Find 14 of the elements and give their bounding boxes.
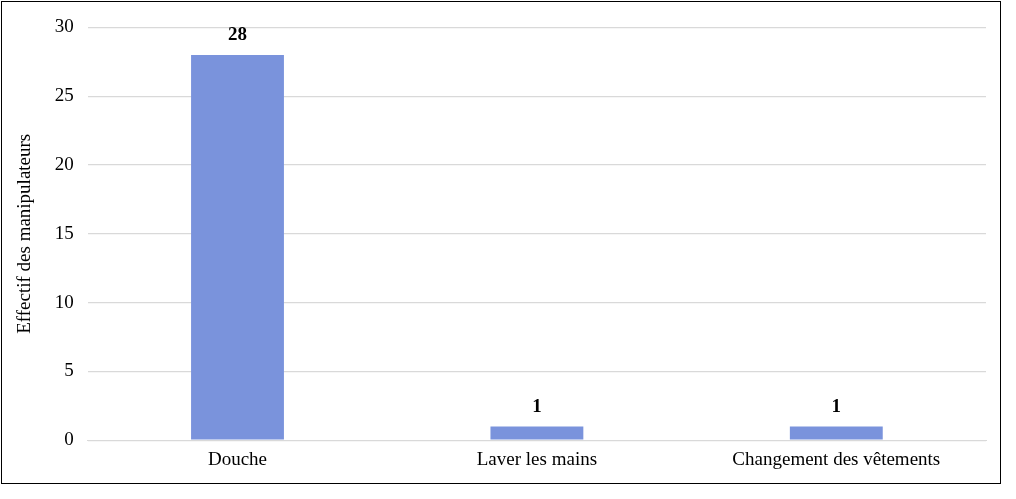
y-axis-title: Effectif des manipulateurs (13, 133, 35, 334)
data-label: 1 (831, 394, 842, 416)
y-tick-label: 20 (54, 152, 74, 174)
y-tick-label: 15 (54, 221, 74, 243)
y-tick-label: 0 (64, 428, 74, 450)
x-tick-label: Changement des vêtements (732, 447, 941, 469)
data-label: 28 (228, 23, 247, 45)
y-tick-label: 5 (64, 359, 74, 381)
data-label: 1 (532, 394, 542, 416)
y-tick-label: 30 (54, 15, 74, 37)
x-tick-label: Laver les mains (476, 447, 598, 469)
x-tick-label: Douche (207, 447, 268, 469)
y-tick-label: 10 (54, 290, 74, 312)
y-tick-label: 25 (54, 84, 74, 106)
